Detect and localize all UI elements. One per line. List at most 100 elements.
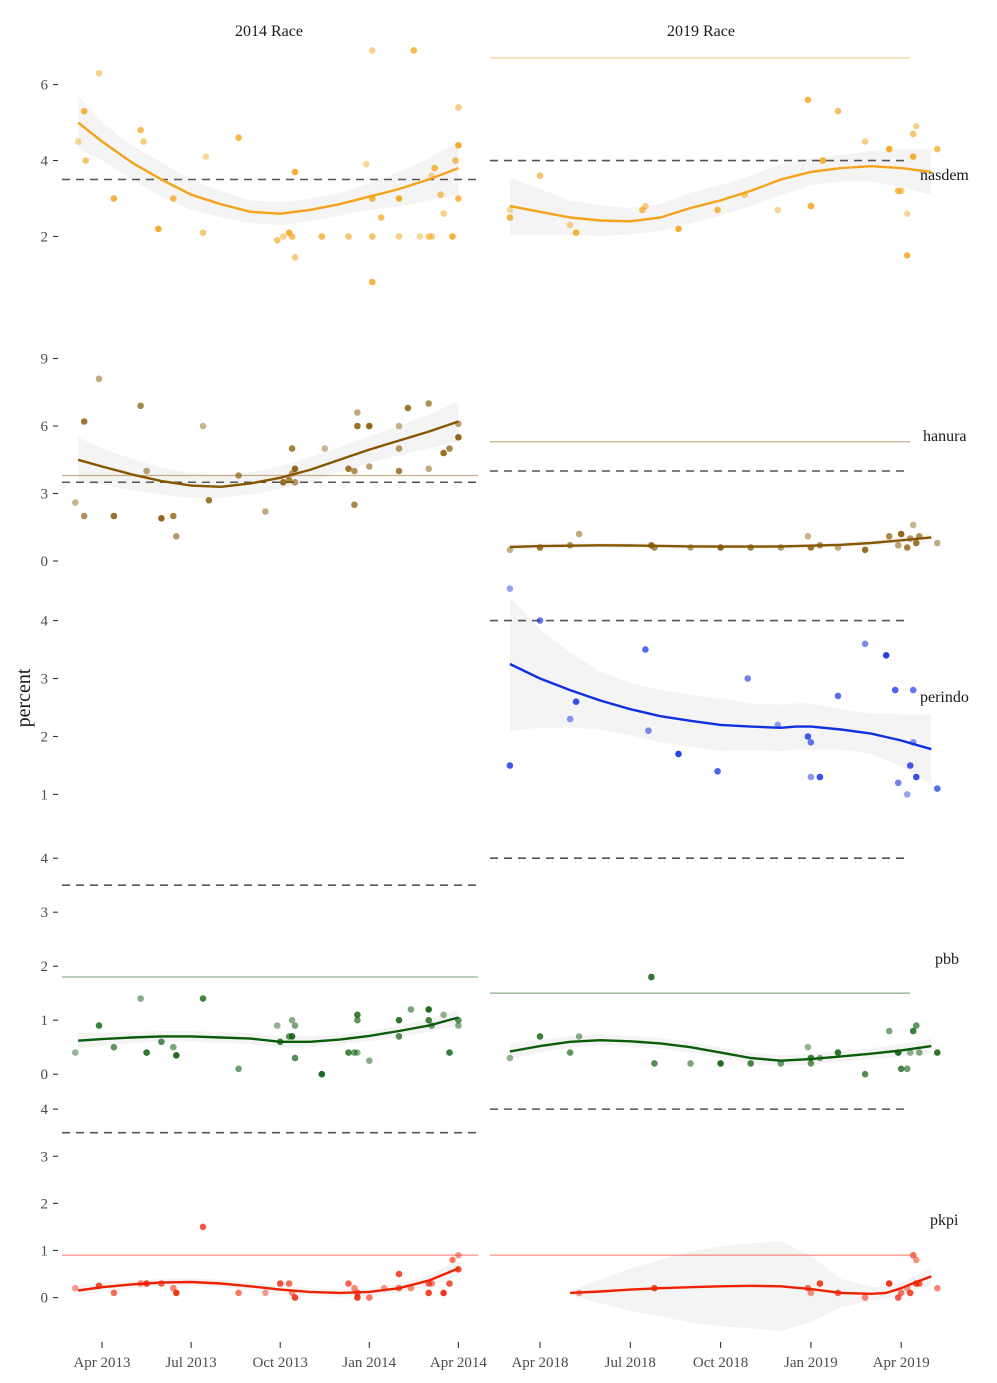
point-pkpi-p2014-30 [455,1251,462,1259]
point-hanura-p2019-3 [575,530,583,538]
confidence-bands [78,96,932,1331]
point-pbb-p2019-24 [934,1049,941,1056]
point-pkpi-p2014-9 [235,1289,242,1297]
point-pbb-p2014-31 [446,1049,453,1056]
point-pbb-p2019-7 [717,1060,724,1067]
point-hanura-p2019-17 [897,530,905,538]
point-pkpi-p2014-8 [199,1223,207,1231]
point-pbb-p2014-13 [288,1016,296,1024]
point-nasdem-p2014-23 [369,47,376,54]
point-perindo-p2019-1 [506,762,514,769]
point-nasdem-p2014-6 [140,138,147,145]
y-tick-label-pbb-3: 3 [41,905,49,921]
point-pkpi-p2019-6 [861,1294,869,1301]
point-perindo-p2019-20 [903,791,911,798]
point-perindo-p2019-25 [934,785,941,792]
point-perindo-p2019-13 [807,773,815,781]
point-nasdem-p2014-31 [431,164,438,172]
point-nasdem-p2019-24 [909,153,917,160]
point-pbb-p2019-6 [687,1060,694,1067]
point-hanura-p2014-6 [143,467,150,475]
point-hanura-p2014-25 [351,501,358,509]
point-pkpi-p2014-16 [351,1284,358,1292]
point-pbb-p2014-33 [455,1022,462,1029]
point-nasdem-p2014-26 [395,233,403,240]
point-hanura-p2014-12 [235,472,242,479]
point-hanura-p2014-37 [455,434,462,441]
point-pbb-p2019-3 [575,1033,583,1040]
confidence-band-perindo-p2019 [509,597,932,784]
confidence-band-nasdem-p2014 [78,96,459,226]
point-pbb-p2019-21 [909,1027,917,1035]
point-nasdem-p2014-18 [318,233,326,240]
point-pkpi-p2014-21 [395,1270,403,1278]
point-nasdem-p2014-40 [416,233,424,240]
point-perindo-p2019-3 [566,715,574,723]
point-pbb-p2019-12 [807,1060,815,1067]
point-pbb-p2014-30 [440,1011,447,1019]
point-pbb-p2014-28 [425,1016,433,1024]
point-nasdem-p2014-33 [440,210,447,217]
point-nasdem-p2014-20 [363,161,370,168]
point-nasdem-p2014-19 [345,233,352,240]
point-hanura-p2014-23 [354,409,361,416]
point-hanura-p2014-20 [321,445,329,452]
y-tick-label-pbb-1: 1 [41,1013,49,1029]
point-hanura-p2014-0 [72,499,79,506]
confidence-band-pbb-p2014 [78,1009,459,1049]
point-nasdem-p2019-3 [566,221,574,229]
point-pbb-p2019-23 [916,1049,923,1056]
point-perindo-p2019-19 [894,779,902,787]
point-hanura-p2019-16 [894,542,902,549]
facet-label-nasdem: nasdem [920,167,969,184]
point-nasdem-p2014-13 [279,233,287,240]
point-hanura-p2019-18 [903,544,911,551]
y-tick-label-nasdem-6: 6 [41,78,49,94]
point-perindo-p2019-17 [882,652,890,659]
point-hanura-p2019-20 [909,521,917,529]
facet-label-hanura: hanura [923,428,967,445]
point-nasdem-p2019-10 [774,206,782,214]
point-pkpi-p2014-28 [446,1280,453,1287]
point-hanura-p2014-1 [80,418,88,425]
point-pbb-p2014-15 [291,1054,299,1062]
point-pkpi-p2014-24 [425,1289,433,1297]
point-pbb-p2014-1 [95,1022,103,1029]
point-nasdem-p2014-7 [155,225,162,233]
point-nasdem-p2019-20 [903,210,911,217]
smooth-line-hanura-p2014 [77,420,459,488]
y-tick-label-hanura-9: 9 [41,352,49,368]
x-tick-label-2019-3: Jan 2019 [784,1355,838,1371]
point-hanura-p2014-26 [366,463,373,470]
point-pkpi-p2019-16 [934,1284,941,1292]
y-tick-label-perindo-2: 2 [41,729,49,745]
y-tick-label-pbb-4: 4 [41,851,49,867]
point-pkpi-p2014-29 [449,1256,456,1264]
point-pbb-p2014-7 [173,1052,180,1059]
point-hanura-p2014-17 [291,465,299,473]
point-pbb-p2014-4 [143,1049,150,1056]
y-tick-label-pkpi-2: 2 [41,1196,49,1212]
point-pkpi-p2014-26 [428,1280,436,1287]
point-nasdem-p2014-32 [437,191,444,198]
confidence-band-pkpi-p2014 [78,1259,459,1297]
point-pbb-p2019-19 [903,1065,911,1073]
point-hanura-p2014-11 [205,497,213,504]
point-pbb-p2019-15 [861,1070,869,1078]
confidence-band-nasdem-p2019 [509,149,932,236]
x-tick-label-2019-0: Apr 2018 [511,1355,568,1371]
point-pbb-p2019-22 [913,1022,920,1029]
point-hanura-p2014-7 [158,515,165,522]
point-pkpi-p2019-12 [909,1251,917,1259]
x-tick-label-2014-4: Apr 2014 [430,1355,488,1371]
y-tick-label-pbb-0: 0 [41,1067,49,1083]
smooth-line-pbb-p2014 [78,1016,459,1043]
y-tick-label-pkpi-1: 1 [41,1243,49,1259]
point-hanura-p2014-9 [173,533,180,540]
point-pkpi-p2014-11 [276,1280,284,1287]
point-pbb-p2019-18 [897,1065,905,1073]
point-pbb-p2014-3 [137,995,144,1002]
point-perindo-p2019-18 [891,686,899,694]
smooth-line-pkpi-p2014 [78,1267,459,1295]
point-nasdem-p2014-39 [428,233,436,240]
